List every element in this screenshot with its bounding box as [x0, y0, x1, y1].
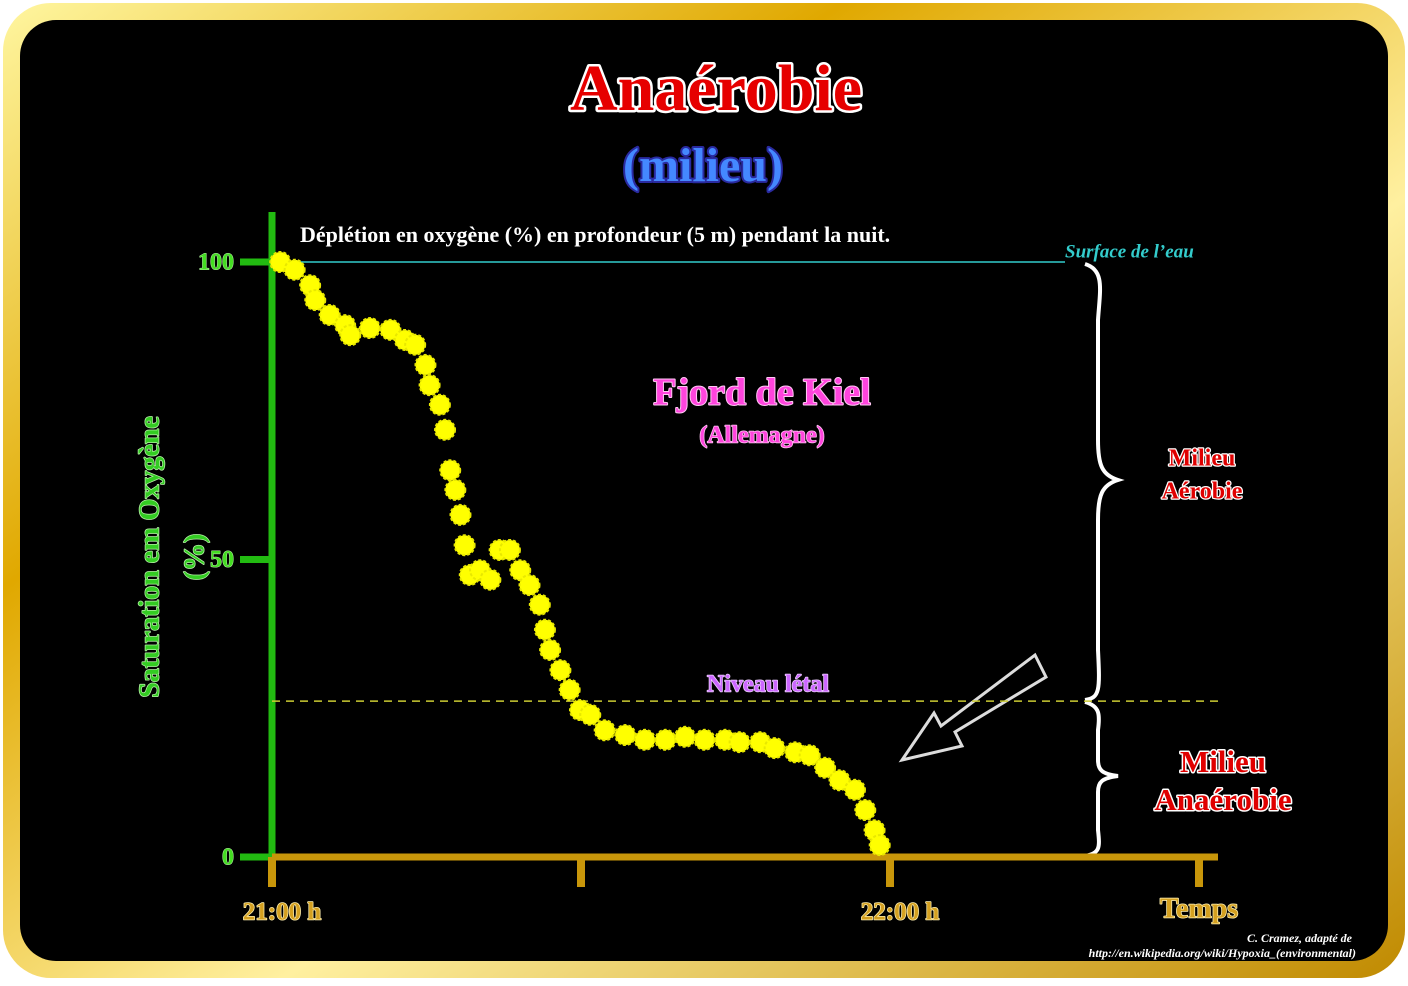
data-point: [728, 731, 751, 754]
data-point: [444, 478, 467, 501]
data-point: [674, 725, 697, 748]
y-tick-label: 0: [222, 845, 234, 871]
data-point: [304, 289, 327, 312]
chart-title: Déplétion en oxygène (%) en profondeur (…: [300, 222, 890, 247]
panel: [20, 20, 1388, 961]
data-point: [539, 638, 562, 661]
data-point: [358, 317, 381, 340]
aerobic-label: Milieu: [1169, 446, 1236, 472]
credit: http://en.wikipedia.org/wiki/Hypoxia_(en…: [1089, 946, 1356, 960]
aerobic-label: Aérobie: [1162, 479, 1243, 505]
data-point: [498, 538, 521, 561]
arrow: [898, 652, 1048, 763]
data-point: [439, 459, 462, 482]
data-point: [414, 353, 437, 376]
x-axis-label: Temps: [1160, 893, 1238, 924]
place-label: Fjord de Kiel: [653, 372, 870, 414]
y-tick-label: 100: [198, 250, 234, 276]
data-point: [843, 778, 866, 801]
data-point: [549, 659, 572, 682]
data-point: [814, 756, 837, 779]
anaerobic-label: Milieu: [1180, 744, 1266, 779]
data-point: [854, 798, 877, 821]
data-point: [428, 393, 451, 416]
y-axis-label: (%): [179, 534, 210, 581]
data-point: [318, 303, 341, 326]
title: Anaérobie: [570, 52, 862, 125]
data-point: [418, 374, 441, 397]
data-point: [339, 324, 362, 347]
data-point: [868, 834, 891, 857]
lethal-label: Niveau létal: [707, 672, 829, 698]
data-point: [283, 258, 306, 281]
y-axis-label: Saturation em Oxygène: [134, 416, 165, 698]
data-point: [579, 703, 602, 726]
brace: [1084, 700, 1119, 858]
credit: C. Cramez, adapté de: [1247, 931, 1353, 945]
y-tick-label: 50: [210, 547, 234, 573]
data-point: [633, 728, 656, 751]
data-point: [593, 719, 616, 742]
x-tick-label: 22:00 h: [861, 899, 940, 926]
data-point: [533, 618, 556, 641]
surface-label: Surface de l’eau: [1065, 241, 1194, 262]
brace: [1084, 262, 1125, 702]
data-point: [798, 744, 821, 767]
data-point: [518, 574, 541, 597]
data-point: [479, 568, 502, 591]
data-point: [693, 728, 716, 751]
anaerobic-label: Anaérobie: [1154, 782, 1291, 817]
country-label: (Allemagne): [699, 423, 824, 449]
data-point: [763, 737, 786, 760]
data-point: [558, 678, 581, 701]
subtitle: (milieu): [623, 139, 783, 192]
x-tick-label: 21:00 h: [243, 899, 322, 926]
data-point: [528, 593, 551, 616]
data-point: [614, 724, 637, 747]
data-point: [449, 503, 472, 526]
data-point: [434, 418, 457, 441]
data-point: [453, 534, 476, 557]
data-point: [654, 728, 677, 751]
data-point: [404, 333, 427, 356]
